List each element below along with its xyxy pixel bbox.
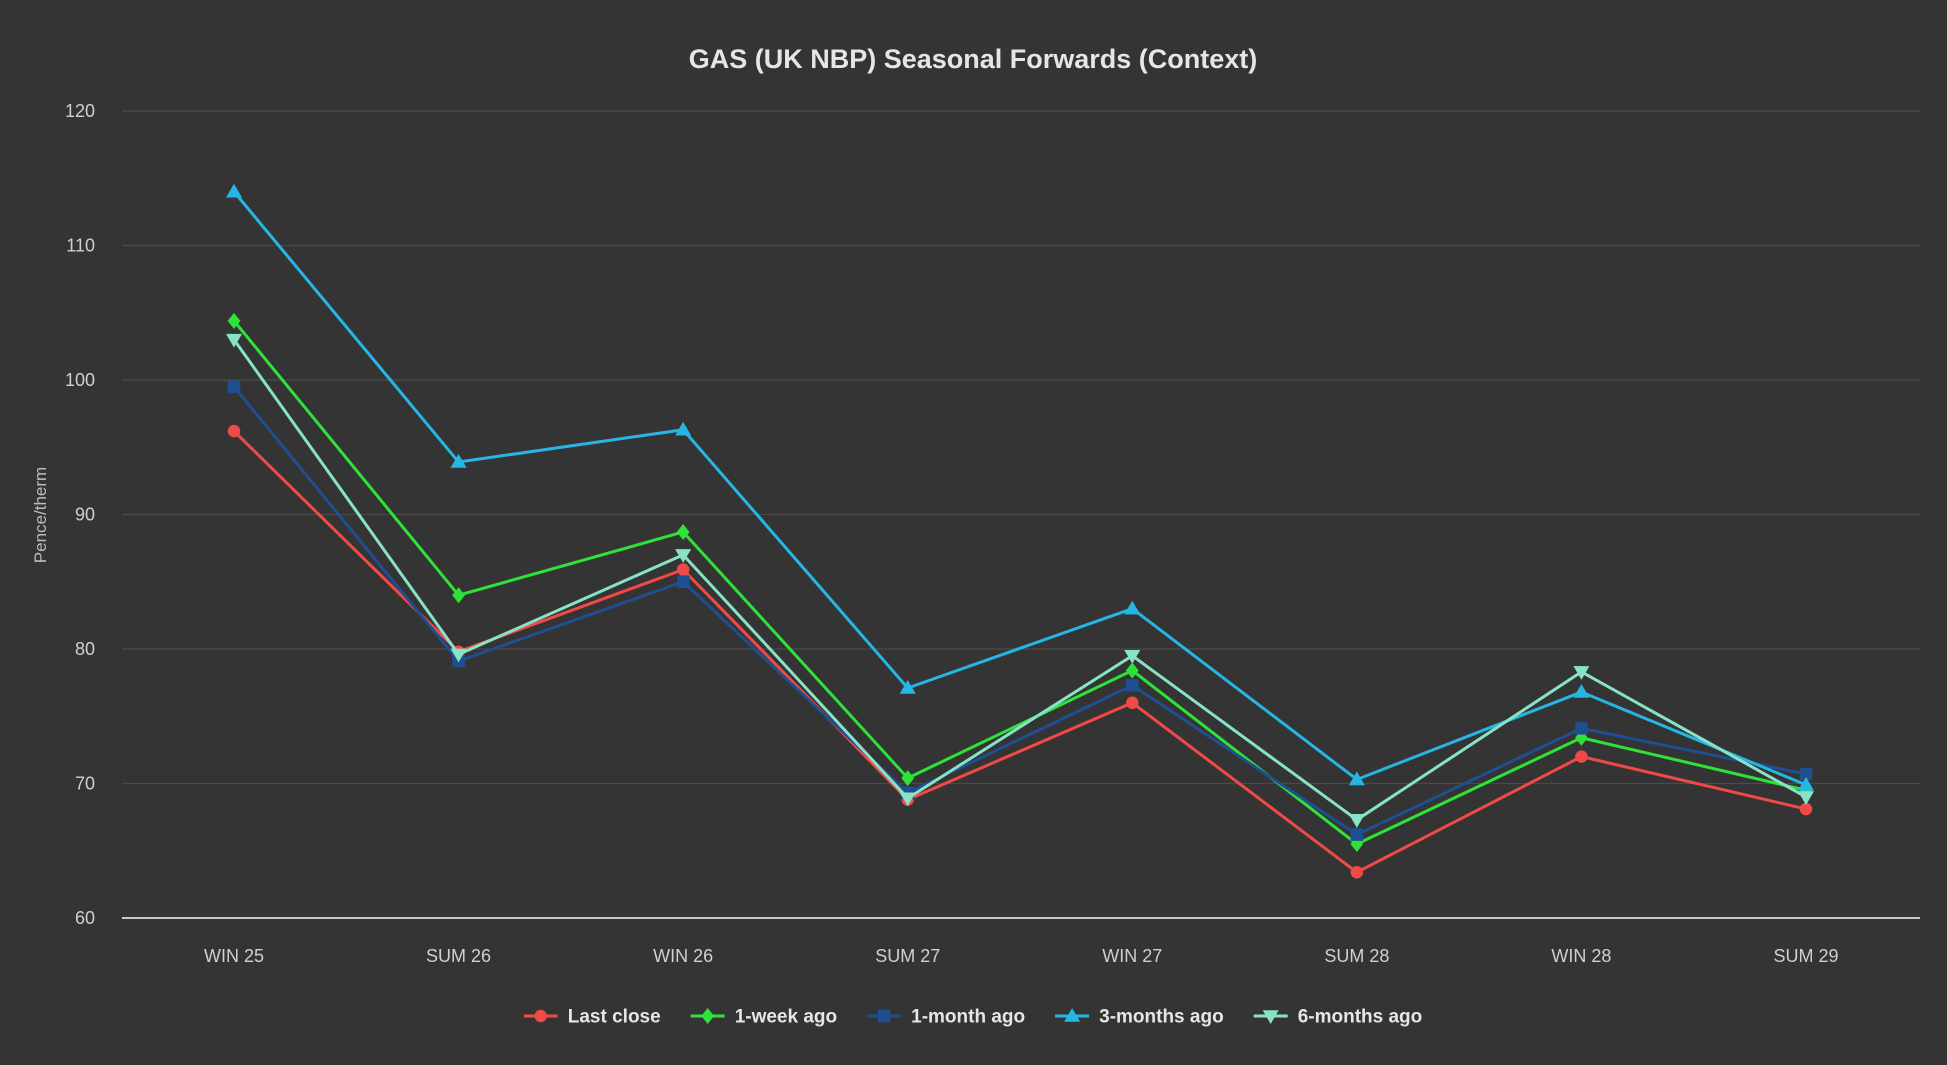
data-point[interactable] xyxy=(899,792,916,807)
data-point[interactable] xyxy=(450,454,467,468)
legend-label: 6-months ago xyxy=(1298,1007,1423,1028)
data-point[interactable] xyxy=(1126,696,1139,710)
data-point[interactable] xyxy=(676,523,690,540)
y-tick-label: 120 xyxy=(65,101,95,121)
series-4 xyxy=(226,333,1814,828)
data-point[interactable] xyxy=(899,680,916,694)
legend-marker[interactable] xyxy=(534,1009,547,1023)
data-point[interactable] xyxy=(1124,649,1141,664)
x-axis-ticks: WIN 25 SUM 26 WIN 26 SUM 27 WIN 27 SUM 28 WIN … xyxy=(204,946,1839,966)
series-lines xyxy=(226,183,1814,879)
data-point[interactable] xyxy=(1348,771,1365,786)
data-point[interactable] xyxy=(450,648,467,663)
legend-label: 1-month ago xyxy=(911,1007,1025,1028)
data-point[interactable] xyxy=(1575,722,1588,735)
y-tick-label: 100 xyxy=(65,370,95,390)
data-point[interactable] xyxy=(1126,679,1139,692)
data-point[interactable] xyxy=(1125,662,1139,679)
x-tick-label: SUM 27 xyxy=(875,946,940,966)
legend-item[interactable]: 1-month ago xyxy=(867,1007,1025,1028)
legend-marker[interactable] xyxy=(1064,1008,1081,1022)
series-line[interactable] xyxy=(232,338,1807,822)
x-tick-label: WIN 27 xyxy=(1102,946,1162,966)
data-point[interactable] xyxy=(1799,802,1813,816)
series-3 xyxy=(226,183,1814,791)
x-tick-label: SUM 28 xyxy=(1324,946,1389,966)
data-point[interactable] xyxy=(901,770,915,787)
x-tick-label: SUM 26 xyxy=(426,946,491,966)
data-point[interactable] xyxy=(675,549,692,563)
y-tick-label: 80 xyxy=(75,639,95,659)
data-point[interactable] xyxy=(1573,684,1590,698)
legend-item[interactable]: 3-months ago xyxy=(1055,1007,1224,1028)
legend-item[interactable]: Last close xyxy=(523,1007,661,1028)
data-point[interactable] xyxy=(1575,729,1588,746)
series-2 xyxy=(227,380,1813,841)
data-point[interactable] xyxy=(1799,767,1813,781)
data-point[interactable] xyxy=(676,575,690,588)
series-line[interactable] xyxy=(232,190,1807,787)
legend-label: 1-week ago xyxy=(735,1007,837,1028)
x-tick-label: WIN 28 xyxy=(1551,946,1611,966)
x-tick-label: SUM 29 xyxy=(1773,946,1838,966)
data-point[interactable] xyxy=(1798,776,1814,791)
data-point[interactable] xyxy=(226,333,242,348)
data-point[interactable] xyxy=(1798,791,1814,805)
data-point[interactable] xyxy=(1573,666,1590,680)
y-axis-ticks: 60 70 80 90 100 110 120 xyxy=(65,101,95,928)
data-point[interactable] xyxy=(1348,814,1365,828)
chart-title: GAS (UK NBP) Seasonal Forwards (Context) xyxy=(689,44,1258,74)
legend-marker[interactable] xyxy=(1262,1010,1279,1024)
data-point[interactable] xyxy=(1350,866,1364,879)
legend-item[interactable]: 6-months ago xyxy=(1253,1007,1423,1028)
data-point[interactable] xyxy=(1575,750,1588,763)
series-line[interactable] xyxy=(232,430,1807,874)
data-point[interactable] xyxy=(675,421,692,436)
data-point[interactable] xyxy=(1350,828,1364,841)
data-point[interactable] xyxy=(227,424,241,438)
data-point[interactable] xyxy=(227,312,241,329)
y-tick-label: 110 xyxy=(66,236,95,256)
series-line[interactable] xyxy=(232,319,1807,846)
legend-item[interactable]: 1-week ago xyxy=(690,1007,837,1028)
data-point[interactable] xyxy=(226,183,242,198)
y-axis-label: Pence/therm xyxy=(31,467,50,563)
legend-marker[interactable] xyxy=(701,1008,715,1024)
legend[interactable]: Last close 1-week ago 1-month ago 3-months … xyxy=(523,1007,1423,1028)
y-tick-label: 60 xyxy=(75,908,95,928)
x-tick-label: WIN 26 xyxy=(653,946,713,966)
legend-marker[interactable] xyxy=(877,1009,891,1023)
data-point[interactable] xyxy=(227,380,241,393)
series-1 xyxy=(227,312,1813,853)
y-tick-label: 70 xyxy=(75,774,95,794)
data-point[interactable] xyxy=(1124,600,1141,615)
legend-label: 3-months ago xyxy=(1099,1007,1224,1028)
data-point[interactable] xyxy=(676,563,690,576)
x-tick-label: WIN 25 xyxy=(204,946,264,966)
data-point[interactable] xyxy=(452,587,465,604)
series-line[interactable] xyxy=(232,385,1807,837)
grid-lines xyxy=(122,110,1920,785)
legend-label: Last close xyxy=(568,1007,661,1028)
y-tick-label: 90 xyxy=(75,505,95,525)
